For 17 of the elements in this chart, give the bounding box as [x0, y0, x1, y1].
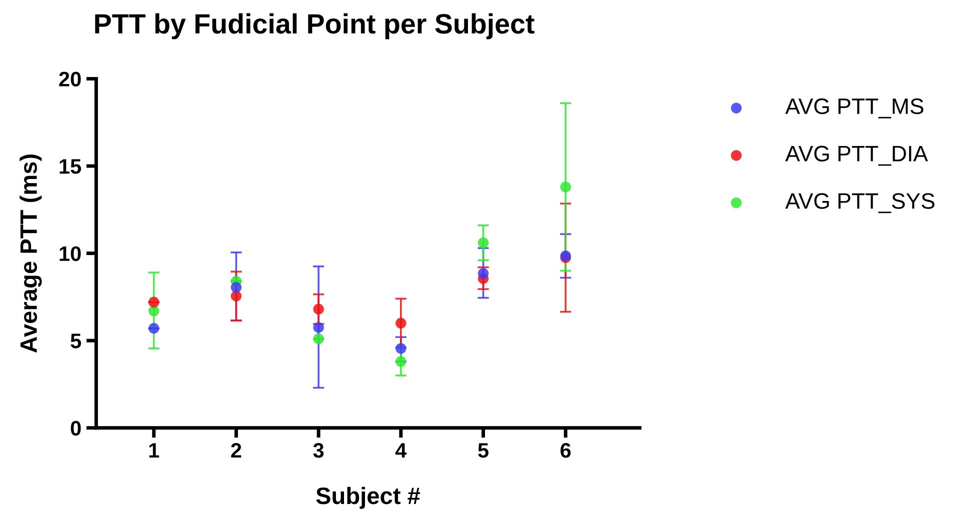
y-tick-label: 0: [70, 420, 81, 436]
legend-label: AVG PTT_MS: [785, 98, 924, 118]
x-tick-label: 5: [478, 443, 488, 458]
y-tick-label: 20: [59, 72, 81, 87]
legend-label: AVG PTT_SYS: [785, 193, 934, 214]
x-tick-label: 1: [149, 443, 160, 458]
y-tick-label: 10: [60, 246, 81, 262]
y-tick-label: 5: [70, 334, 82, 348]
chart-title: PTT by Fudicial Point per Subject: [95, 13, 534, 40]
y-tick-label: 15: [60, 159, 82, 174]
x-axis-title: Subject #: [316, 486, 420, 509]
x-tick-label: 2: [231, 443, 242, 458]
x-tick-label: 6: [560, 443, 571, 458]
x-tick-label: 3: [313, 443, 324, 458]
x-tick-label: 4: [395, 443, 407, 458]
y-axis-title: Average PTT (ms): [20, 154, 42, 353]
legend-label: AVG PTT_DIA: [785, 146, 928, 166]
